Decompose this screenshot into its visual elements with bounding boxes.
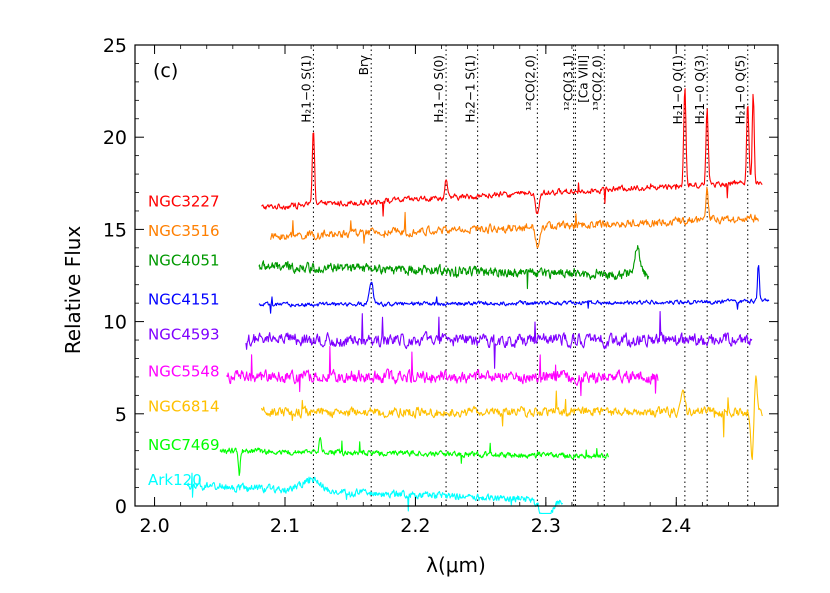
spectra-series: NGC3227 NGC3516 NGC4051 NGC4151 NGC4593 NGC55…	[148, 88, 770, 514]
x-tick-label: 2.3	[531, 515, 561, 537]
series-label: NGC4151	[148, 290, 220, 308]
x-tick-label: 2.4	[661, 515, 691, 537]
spectrum-line	[245, 310, 753, 369]
series-label: NGC3516	[148, 222, 220, 240]
spectrum-line	[261, 88, 763, 217]
y-tick-label: 5	[115, 404, 127, 426]
series-label: NGC6814	[148, 397, 220, 415]
line-marker-label: Brγ	[357, 55, 371, 75]
line-marker-label: [Ca VIII]	[577, 55, 591, 103]
series-label: NGC3227	[148, 193, 220, 211]
line-marker-label: H₂2−1 S(1)	[464, 55, 478, 123]
line-marker-label: ¹³CO(2,0)	[590, 55, 604, 111]
y-tick-label: 20	[103, 127, 127, 149]
line-marker-label: H₂1−0 Q(3)	[693, 55, 707, 124]
series-label: NGC7469	[148, 436, 220, 454]
axis-ticks: 2.0 2.1 2.2 2.3 2.4 0 5 10 15 20 25	[103, 35, 778, 537]
y-tick-label: 10	[103, 312, 127, 334]
line-marker-label: H₂1−0 Q(5)	[734, 55, 748, 124]
x-axis-label: λ(μm)	[426, 553, 486, 577]
series-label: NGC5548	[148, 362, 220, 380]
line-marker-label: H₂1−0 Q(1)	[671, 55, 685, 124]
plot-area-border	[134, 44, 779, 507]
spectrum-line	[260, 375, 763, 460]
spectrum-line	[258, 264, 770, 314]
y-tick-label: 25	[103, 35, 127, 57]
line-marker-label: ¹²CO(2,0)	[523, 55, 537, 111]
series-label: NGC4593	[148, 326, 220, 344]
line-marker-label: H₂1−0 S(1)	[299, 55, 313, 123]
line-marker-label: ¹²CO(3,1)	[561, 55, 575, 111]
series-label: Ark120	[148, 471, 202, 489]
x-tick-label: 2.2	[400, 515, 430, 537]
spectrum-line	[270, 186, 759, 249]
plot-frame	[134, 44, 779, 507]
spectrum-line	[186, 472, 564, 514]
line-marker-label: H₂1−0 S(0)	[432, 55, 446, 123]
x-tick-label: 2.0	[139, 515, 169, 537]
panel-label: (c)	[153, 60, 178, 82]
spectrum-line	[219, 437, 609, 476]
y-axis-label: Relative Flux	[61, 226, 85, 355]
y-tick-label: 0	[115, 496, 127, 518]
series-label: NGC4051	[148, 252, 220, 270]
line-markers: H₂1−0 S(1) Brγ H₂1−0 S(0) H₂2−1 S(1) ¹²CO(2,…	[299, 45, 749, 506]
y-tick-label: 15	[103, 219, 127, 241]
spectrum-line	[258, 245, 650, 290]
x-tick-label: 2.1	[270, 515, 300, 537]
spectrum-line	[226, 345, 659, 397]
